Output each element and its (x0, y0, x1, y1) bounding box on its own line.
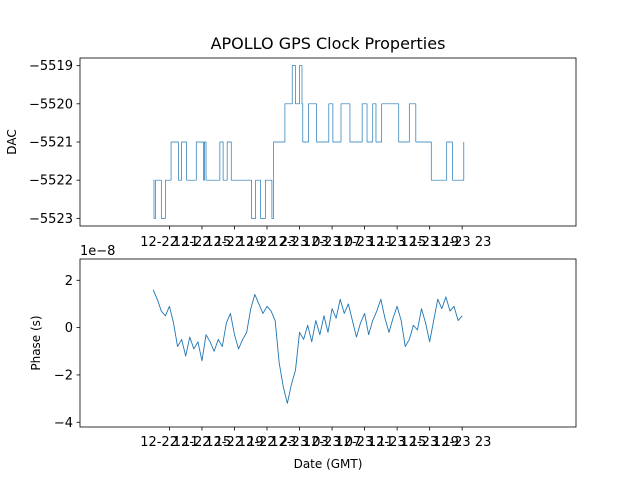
y-tick-label: 2 (65, 274, 73, 289)
x-tick-label: 12-23 15 (368, 435, 426, 450)
x-tick-label: 12-23 23 (433, 435, 491, 450)
y-tick-label: −5520 (29, 97, 73, 112)
series-line (153, 65, 465, 219)
y-tick-label: −5523 (29, 212, 73, 227)
x-tick-label: 12-23 11 (335, 435, 393, 450)
x-tick-label: 12-23 23 (433, 235, 491, 250)
y-tick-label: −5519 (29, 59, 73, 74)
y-tick-label: −5522 (29, 174, 73, 189)
x-tick-label: 12-22 19 (205, 235, 263, 250)
x-tick-label: 12-22 11 (140, 435, 198, 450)
x-tick-label: 12-23 03 (270, 235, 328, 250)
series-line (152, 289, 463, 404)
x-axis-label: Date (GMT) (294, 457, 363, 471)
y-axis-label: Phase (s) (29, 315, 43, 370)
y-offset-label: 1e−8 (80, 244, 115, 259)
axes-frame (79, 258, 577, 428)
y-tick-label: 0 (65, 321, 73, 336)
x-tick-label: 12-22 15 (173, 235, 231, 250)
x-tick-label: 12-22 23 (238, 435, 296, 450)
x-tick-label: 12-23 07 (303, 435, 361, 450)
x-tick-label: 12-23 19 (400, 435, 458, 450)
x-tick-label: 12-23 11 (335, 235, 393, 250)
y-tick-label: −5521 (29, 136, 73, 151)
x-tick-label: 12-22 11 (140, 235, 198, 250)
x-tick-label: 12-22 23 (238, 235, 296, 250)
x-tick-label: 12-23 19 (400, 235, 458, 250)
x-tick-label: 12-23 07 (303, 235, 361, 250)
chart-title: APOLLO GPS Clock Properties (211, 34, 446, 53)
y-tick-label: −2 (54, 368, 73, 383)
x-tick-label: 12-22 15 (173, 435, 231, 450)
y-axis-label: DAC (5, 129, 19, 154)
x-tick-label: 12-23 15 (368, 235, 426, 250)
x-tick-label: 12-22 19 (205, 435, 263, 450)
x-tick-label: 12-23 03 (270, 435, 328, 450)
y-tick-label: −4 (54, 416, 73, 431)
